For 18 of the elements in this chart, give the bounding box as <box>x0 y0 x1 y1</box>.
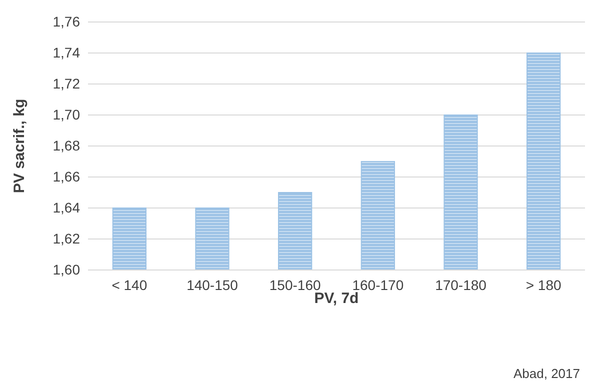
x-tick-label: 170-180 <box>435 276 487 293</box>
x-axis-title: PV, 7d <box>314 290 359 307</box>
y-tick-label: 1,70 <box>52 106 80 122</box>
y-tick-label: 1,68 <box>52 137 80 154</box>
x-tick-label: > 180 <box>526 276 562 293</box>
y-tick-label: 1,72 <box>52 75 80 92</box>
y-tick-label: 1,62 <box>52 230 80 246</box>
y-axis-title: PV sacrif., kg <box>11 98 28 194</box>
y-tick-label: 1,74 <box>52 44 80 60</box>
x-tick-label: 160-170 <box>352 276 404 293</box>
x-tick-label: 140-150 <box>186 276 238 293</box>
y-tick-label: 1,60 <box>52 261 80 278</box>
x-tick-label: < 140 <box>112 276 148 293</box>
y-tick-label: 1,76 <box>52 13 80 30</box>
x-tick-label: 150-160 <box>269 276 321 293</box>
text: Abad, 2017 <box>513 366 580 381</box>
y-tick-label: 1,66 <box>52 168 80 184</box>
y-tick-label: 1,64 <box>52 199 80 216</box>
